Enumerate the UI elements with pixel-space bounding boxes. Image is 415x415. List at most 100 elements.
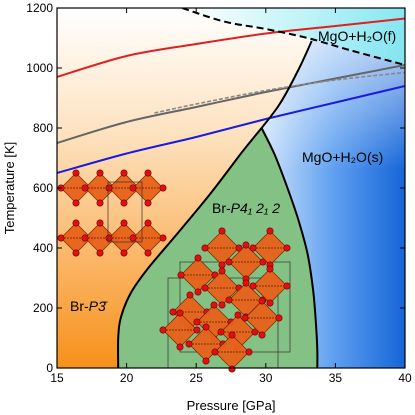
p3-octahedron-top-2-atom-2 [120, 199, 128, 207]
series-line-1 [57, 64, 405, 144]
x-tick-label-30: 30 [259, 371, 273, 385]
p41212-octahedron-12-atom-2 [202, 357, 210, 365]
x-tick-label-15: 15 [50, 371, 64, 385]
y-tick-label-600: 600 [33, 181, 53, 195]
p41212-octahedron-0-atom-1 [235, 244, 243, 252]
series-line-2 [154, 71, 405, 114]
region-br-p3 [57, 8, 312, 368]
p41212-octahedron-1-atom-1 [259, 258, 267, 266]
p3-unit-cell [107, 181, 143, 243]
p3-octahedron-bottom-3-atom-3 [129, 234, 137, 242]
p3-octahedron-top-0-atom-0 [72, 169, 80, 177]
p41212-octahedron-11-atom-0 [176, 309, 184, 317]
series-line-0 [57, 17, 405, 78]
p41212-octahedron-9-atom-0 [234, 311, 242, 319]
p41212-octahedron-1-atom-0 [242, 241, 250, 249]
p3-octahedron-bottom-0-atom-3 [57, 234, 65, 242]
p41212-octahedron-9-atom-3 [217, 328, 225, 336]
p41212-octahedron-3-atom-0 [194, 254, 202, 262]
p41212-octahedron-10-atom-0 [258, 297, 266, 305]
label-mgo-h2o-fluid: MgO+H₂O(f) [318, 28, 396, 44]
p3-octahedron-bottom-1-atom-2 [96, 249, 104, 257]
region-mgo-h2o-fluid [182, 8, 405, 65]
x-axis-label: Pressure [GPa] [187, 398, 276, 413]
p41212-octahedron-10-atom-3 [241, 314, 249, 322]
p41212-octahedron-9-atom-1 [251, 328, 259, 336]
p3-octahedron-top-1-atom-0 [96, 169, 104, 177]
p41212-octahedron-10-atom-1 [275, 314, 283, 322]
label-mgo-h2o-solid-main: MgO+H₂O(s) [302, 149, 383, 165]
p3-octahedron-top-1-atom-2 [96, 199, 104, 207]
p41212-octahedron-11-atom-1 [193, 326, 201, 334]
crystal-structure-p3 [57, 169, 167, 257]
p41212-octahedron-13-atom-1 [245, 348, 253, 356]
label-mgo-h2o-solid: MgO+H₂O(s) [302, 149, 383, 165]
label-br-p3-main: Br- [70, 298, 89, 314]
label-br-p41212-main: Br- [212, 200, 231, 216]
p41212-octahedron-6-atom-3 [249, 282, 257, 290]
p3-octahedron-top-2-atom-3 [105, 184, 113, 192]
crystal-structure-p41212 [159, 227, 291, 373]
label-br-p3: Br-P3̄ [70, 298, 108, 314]
p3-octahedron-bottom-0-atom-0 [72, 219, 80, 227]
boundary-solid-fluid [260, 40, 313, 129]
p41212-octahedron-6-atom-0 [266, 265, 274, 273]
p41212-octahedron-4-atom-0 [218, 267, 226, 275]
y-tick-label-400: 400 [33, 241, 53, 255]
p41212-octahedron-11-atom-2 [176, 343, 184, 351]
y-tick-label-1000: 1000 [26, 61, 53, 75]
p41212-octahedron-0-atom-3 [201, 244, 209, 252]
p41212-octahedron-5-atom-0 [242, 279, 250, 287]
p41212-octahedron-0-atom-2 [218, 261, 226, 269]
p41212-octahedron-10-atom-2 [258, 331, 266, 339]
p41212-octahedron-4-atom-2 [218, 301, 226, 309]
y-tick-label-800: 800 [33, 121, 53, 135]
boundary-p3-p41212 [117, 127, 263, 368]
p3-octahedron-top-2-atom-0 [120, 169, 128, 177]
region-mgo-fade [261, 8, 405, 368]
p3-octahedron-top-3-atom-0 [144, 169, 152, 177]
series-line-3 [57, 85, 405, 174]
label-br-p41212-italic: P4₁ 2₁ 2 [231, 200, 281, 216]
label-br-p3-italic: P3̄ [89, 298, 108, 314]
p3-octahedron-bottom-3-atom-1 [159, 234, 167, 242]
p41212-octahedron-4-atom-3 [201, 284, 209, 292]
x-tick-label-20: 20 [120, 371, 134, 385]
p41212-octahedron-0-atom-0 [218, 227, 226, 235]
p41212-octahedron-8-atom-3 [193, 318, 201, 326]
y-tick-label-0: 0 [46, 361, 53, 375]
y-tick-label-1200: 1200 [26, 1, 53, 15]
y-axis-label: Temperature [K] [2, 142, 17, 235]
p41212-octahedron-5-atom-3 [225, 296, 233, 304]
p3-octahedron-top-3-atom-2 [144, 199, 152, 207]
boundary-p41212-mgo [260, 127, 319, 368]
p3-octahedron-bottom-0-atom-2 [72, 249, 80, 257]
p41212-octahedron-13-atom-0 [228, 331, 236, 339]
p3-octahedron-top-0-atom-2 [72, 199, 80, 207]
p41212-octahedron-2-atom-0 [266, 227, 274, 235]
p41212-octahedron-13-atom-2 [228, 365, 236, 373]
p41212-octahedron-6-atom-1 [283, 282, 291, 290]
p3-octahedron-bottom-3-atom-0 [144, 219, 152, 227]
p3-octahedron-bottom-3-atom-2 [144, 249, 152, 257]
p41212-octahedron-12-atom-3 [185, 340, 193, 348]
boundary-melting-dashed [181, 8, 405, 66]
x-tick-label-25: 25 [190, 371, 204, 385]
label-br-p41212: Br-P4₁ 2₁ 2 [212, 200, 280, 216]
x-tick-label-40: 40 [398, 371, 412, 385]
p3-octahedron-bottom-2-atom-2 [120, 249, 128, 257]
p41212-octahedron-7-atom-3 [169, 308, 177, 316]
p3-octahedron-top-3-atom-1 [159, 184, 167, 192]
p3-octahedron-bottom-1-atom-3 [81, 234, 89, 242]
p41212-octahedron-3-atom-3 [177, 271, 185, 279]
p41212-octahedron-11-atom-3 [159, 326, 167, 334]
p3-octahedron-bottom-2-atom-3 [105, 234, 113, 242]
p41212-octahedron-8-atom-0 [210, 301, 218, 309]
p41212-octahedron-12-atom-0 [202, 323, 210, 331]
p3-octahedron-top-3-atom-3 [129, 184, 137, 192]
p41212-octahedron-2-atom-3 [249, 244, 257, 252]
p41212-octahedron-3-atom-2 [194, 288, 202, 296]
p41212-octahedron-13-atom-3 [211, 348, 219, 356]
p41212-octahedron-2-atom-1 [283, 244, 291, 252]
